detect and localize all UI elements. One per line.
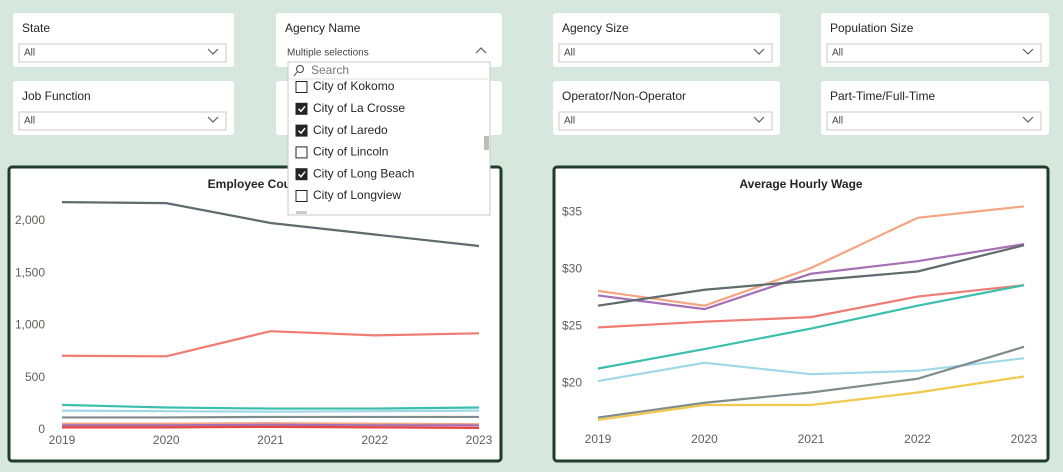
- dropdown-panel: [287, 61, 491, 216]
- slicer-field[interactable]: [18, 43, 227, 63]
- slicer-field[interactable]: [18, 111, 227, 131]
- check-mark: [297, 105, 306, 113]
- y-tick-label: $20: [562, 376, 582, 390]
- x-tick-label: 2020: [153, 433, 180, 447]
- series-line: [597, 357, 1025, 383]
- dropdown-item[interactable]: City of Longview: [313, 188, 401, 202]
- slicer-label: State: [22, 21, 50, 35]
- series-line: [61, 409, 480, 413]
- series-line: [597, 284, 1025, 329]
- slicer-value: All: [24, 48, 35, 59]
- checkbox[interactable]: [295, 124, 308, 137]
- dropdown-item[interactable]: City of Kokomo: [313, 79, 395, 93]
- x-tick-label: 2021: [257, 433, 284, 447]
- series-line: [597, 242, 1025, 311]
- x-tick-label: 2023: [1011, 432, 1038, 446]
- checkbox[interactable]: [295, 146, 308, 159]
- chart-title: Employee Count: [208, 177, 303, 191]
- chevron: [1022, 116, 1034, 123]
- series-line: [597, 244, 1025, 307]
- chart-title: Average Hourly Wage: [739, 177, 862, 191]
- y-tick-label: 1,000: [15, 318, 45, 332]
- slicer-value: All: [564, 48, 575, 59]
- series-line: [61, 200, 480, 248]
- y-tick-label: $25: [562, 318, 582, 332]
- series-line: [597, 375, 1025, 421]
- series-line: [61, 330, 480, 358]
- x-tick-label: 2023: [466, 433, 493, 447]
- chevron: [207, 48, 219, 55]
- x-tick-label: 2021: [798, 432, 825, 446]
- slicer-field[interactable]: [826, 111, 1042, 131]
- y-tick-label: 1,500: [15, 265, 45, 279]
- slicer-label: Agency Name: [285, 21, 361, 35]
- series-line: [597, 345, 1025, 419]
- slicer-value: All: [832, 48, 843, 59]
- chevron: [207, 116, 219, 123]
- y-tick-label: 0: [38, 422, 45, 436]
- checkbox[interactable]: [295, 168, 308, 181]
- dropdown-item[interactable]: City of La Crosse: [313, 101, 405, 115]
- scrollbar[interactable]: [484, 136, 489, 150]
- series-line: [597, 205, 1025, 307]
- chevron: [753, 48, 765, 55]
- dropdown-item[interactable]: City of Laredo: [313, 123, 388, 137]
- series-line: [62, 415, 479, 419]
- series-line: [597, 284, 1025, 370]
- slicer-label: Population Size: [830, 21, 914, 35]
- checkbox[interactable]: [295, 190, 308, 202]
- chart-panel: [7, 165, 503, 463]
- search-box[interactable]: Search: [311, 63, 349, 77]
- series-line: [62, 425, 480, 430]
- partial-item: [296, 211, 307, 214]
- slicer-field[interactable]: [826, 43, 1042, 63]
- slicer-field[interactable]: [558, 111, 773, 131]
- chevron: [475, 47, 487, 54]
- series-line: [62, 422, 480, 426]
- chevron: [753, 116, 765, 123]
- x-tick-label: 2019: [49, 433, 76, 447]
- slicer-label: Agency Size: [562, 21, 629, 35]
- y-tick-label: 2,000: [15, 213, 45, 227]
- check-mark: [297, 127, 306, 135]
- dropdown-item[interactable]: City of Long Beach: [313, 166, 414, 180]
- x-tick-label: 2019: [585, 432, 612, 446]
- dropdown-item[interactable]: City of Lincoln: [313, 145, 388, 159]
- slicer-label: Part-Time/Full-Time: [830, 89, 935, 103]
- x-tick-label: 2022: [361, 433, 388, 447]
- series-line: [61, 403, 480, 410]
- check-mark: [297, 171, 306, 178]
- y-tick-label: $30: [562, 261, 582, 275]
- y-tick-label: $35: [562, 204, 582, 218]
- slicer-value: All: [564, 116, 575, 127]
- x-tick-label: 2020: [691, 432, 718, 446]
- x-tick-label: 2022: [904, 432, 931, 446]
- chart-panel: [552, 165, 1050, 463]
- slicer-value: All: [24, 116, 35, 127]
- slicer-value: All: [832, 116, 843, 127]
- search-icon: [293, 71, 298, 77]
- y-tick-label: 500: [25, 370, 45, 384]
- checkbox[interactable]: [295, 102, 308, 115]
- slicer-value: Multiple selections: [287, 48, 369, 59]
- checkbox[interactable]: [295, 81, 308, 93]
- search-icon: [296, 65, 304, 73]
- slicer-field[interactable]: [558, 43, 773, 63]
- slicer-label: Operator/Non-Operator: [562, 89, 686, 103]
- series-line: [62, 423, 479, 427]
- chevron: [1022, 48, 1034, 55]
- slicer-label: Job Function: [22, 89, 91, 103]
